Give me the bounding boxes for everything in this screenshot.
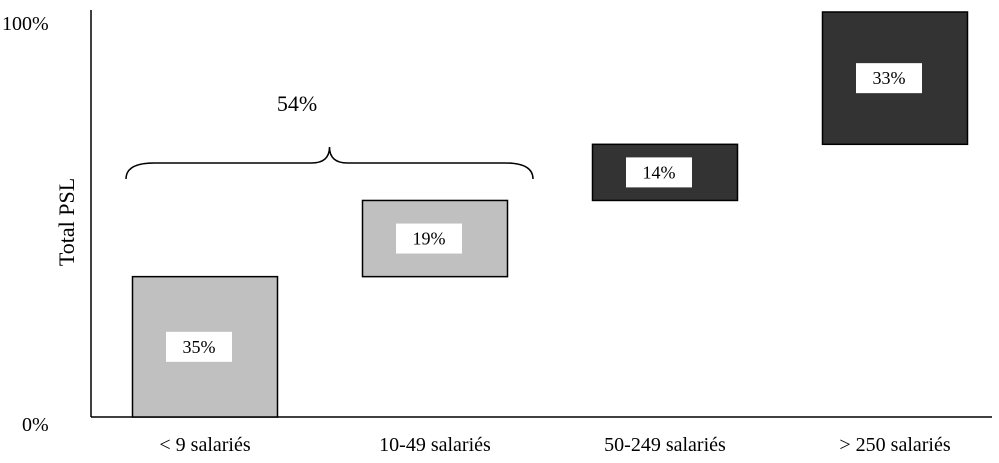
category-label-2: 10-49 salariés bbox=[379, 434, 491, 456]
category-label-4: > 250 salariés bbox=[839, 434, 950, 456]
value-label-box-3 bbox=[626, 157, 692, 188]
brace-annotation: 54% bbox=[125, 91, 534, 180]
value-labels-group: 35% 19% 14% 33% bbox=[166, 63, 922, 362]
bars-group bbox=[131, 11, 969, 418]
value-label-1: 35% bbox=[183, 337, 216, 357]
value-label-box-1 bbox=[166, 331, 232, 362]
value-label-3: 14% bbox=[643, 162, 676, 182]
category-label-3: 50-249 salariés bbox=[604, 434, 726, 456]
value-label-2: 19% bbox=[413, 229, 446, 249]
y-tick-label-top: 100% bbox=[2, 13, 49, 35]
y-axis-title: Total PSL bbox=[54, 178, 79, 266]
value-label-box-2 bbox=[396, 223, 462, 254]
y-tick-label-bottom: 0% bbox=[22, 414, 49, 436]
brace-path bbox=[125, 146, 534, 180]
category-labels-group: < 9 salariés 10-49 salariés 50-249 salarié… bbox=[159, 434, 950, 456]
brace-label: 54% bbox=[277, 91, 317, 116]
value-label-box-4 bbox=[856, 63, 922, 94]
value-label-4: 33% bbox=[873, 68, 906, 88]
category-label-1: < 9 salariés bbox=[159, 434, 250, 456]
